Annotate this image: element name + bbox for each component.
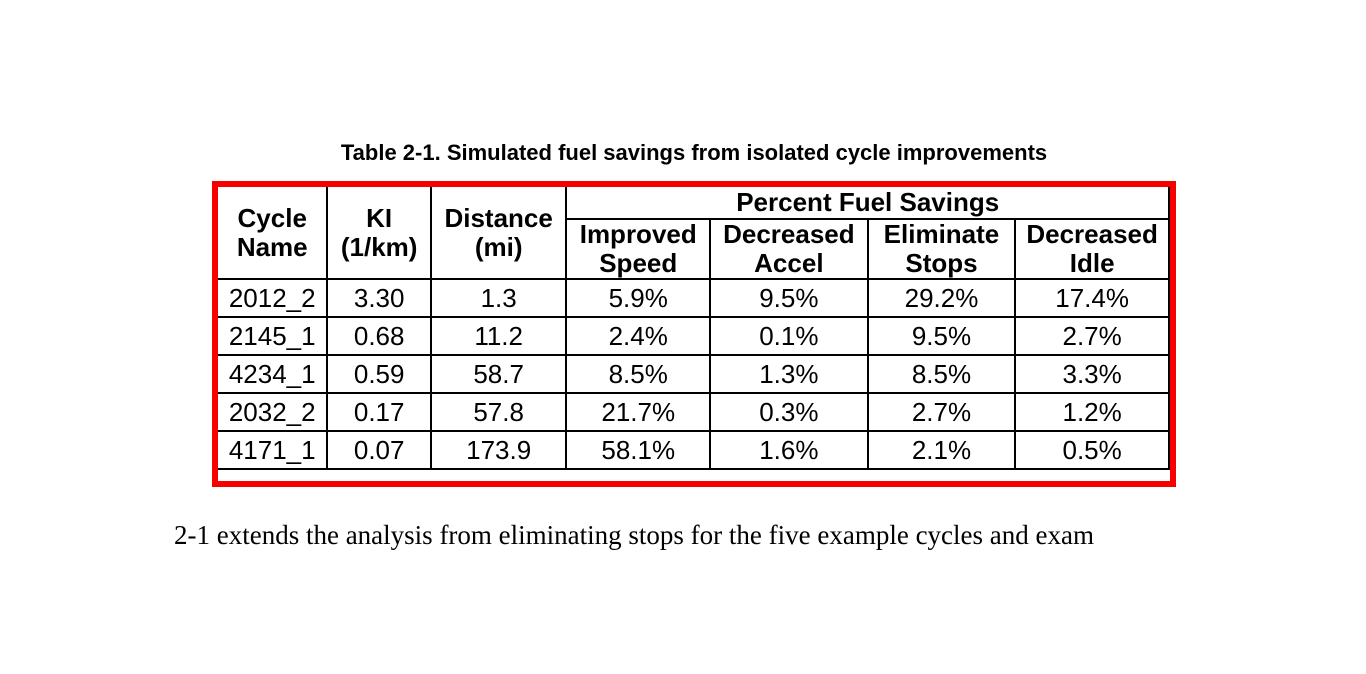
cell-decreased-accel: 1.6% — [709, 430, 869, 470]
header-decreased-idle: Decreased Idle — [1014, 218, 1170, 280]
cell-cycle-name: 2012_2 — [218, 278, 329, 318]
cell-eliminate-stops: 2.1% — [866, 430, 1017, 470]
table-row: 2032_2 0.17 57.8 21.7% 0.3% 2.7% 1.2% — [218, 392, 1170, 432]
table-row: 4171_1 0.07 173.9 58.1% 1.6% 2.1% 0.5% — [218, 430, 1170, 470]
red-annotation-box: Cycle Name KI (1/km) Distance (mi) Perce… — [212, 181, 1176, 487]
cell-decreased-accel: 0.1% — [709, 316, 869, 356]
cell-decreased-accel: 0.3% — [709, 392, 869, 432]
header-row-group: Cycle Name KI (1/km) Distance (mi) Perce… — [218, 187, 1170, 280]
cell-eliminate-stops: 8.5% — [866, 354, 1017, 394]
cell-cycle-name: 2032_2 — [218, 392, 329, 432]
cell-ki: 0.07 — [326, 430, 432, 470]
header-improved-speed: Improved Speed — [565, 218, 712, 280]
cell-decreased-idle: 3.3% — [1014, 354, 1170, 394]
header-eliminate-stops: Eliminate Stops — [866, 218, 1017, 280]
cell-improved-speed: 8.5% — [565, 354, 712, 394]
cell-distance: 11.2 — [429, 316, 568, 356]
cell-improved-speed: 58.1% — [565, 430, 712, 470]
cell-ki: 3.30 — [326, 278, 432, 318]
cell-decreased-idle: 2.7% — [1014, 316, 1170, 356]
cell-distance: 57.8 — [429, 392, 568, 432]
cell-eliminate-stops: 29.2% — [866, 278, 1017, 318]
cell-distance: 1.3 — [429, 278, 568, 318]
fuel-savings-table: Cycle Name KI (1/km) Distance (mi) Perce… — [218, 187, 1170, 470]
header-distance: Distance (mi) — [429, 187, 568, 280]
cell-decreased-idle: 17.4% — [1014, 278, 1170, 318]
header-percent-fuel-savings: Percent Fuel Savings — [565, 187, 1170, 220]
cell-eliminate-stops: 2.7% — [866, 392, 1017, 432]
table-caption: Table 2-1. Simulated fuel savings from i… — [340, 140, 1048, 165]
cell-improved-speed: 2.4% — [565, 316, 712, 356]
table-row: 4234_1 0.59 58.7 8.5% 1.3% 8.5% 3.3% — [218, 354, 1170, 394]
cell-cycle-name: 2145_1 — [218, 316, 329, 356]
table-row: 2012_2 3.30 1.3 5.9% 9.5% 29.2% 17.4% — [218, 278, 1170, 318]
cell-decreased-accel: 9.5% — [709, 278, 869, 318]
cell-improved-speed: 5.9% — [565, 278, 712, 318]
header-ki: KI (1/km) — [326, 187, 432, 280]
cell-distance: 58.7 — [429, 354, 568, 394]
cell-decreased-idle: 0.5% — [1014, 430, 1170, 470]
cell-ki: 0.17 — [326, 392, 432, 432]
cell-cycle-name: 4171_1 — [218, 430, 329, 470]
cell-eliminate-stops: 9.5% — [866, 316, 1017, 356]
header-decreased-accel: Decreased Accel — [709, 218, 869, 280]
cell-ki: 0.59 — [326, 354, 432, 394]
cell-decreased-accel: 1.3% — [709, 354, 869, 394]
table-row: 2145_1 0.68 11.2 2.4% 0.1% 9.5% 2.7% — [218, 316, 1170, 356]
cell-decreased-idle: 1.2% — [1014, 392, 1170, 432]
cell-improved-speed: 21.7% — [565, 392, 712, 432]
cell-distance: 173.9 — [429, 430, 568, 470]
header-row-sub: Improved Speed Decreased Accel Eliminate… — [218, 218, 1170, 280]
cell-ki: 0.68 — [326, 316, 432, 356]
cell-cycle-name: 4234_1 — [218, 354, 329, 394]
body-paragraph: 2-1 extends the analysis from eliminatin… — [174, 520, 1094, 550]
header-cycle-name: Cycle Name — [218, 187, 329, 280]
